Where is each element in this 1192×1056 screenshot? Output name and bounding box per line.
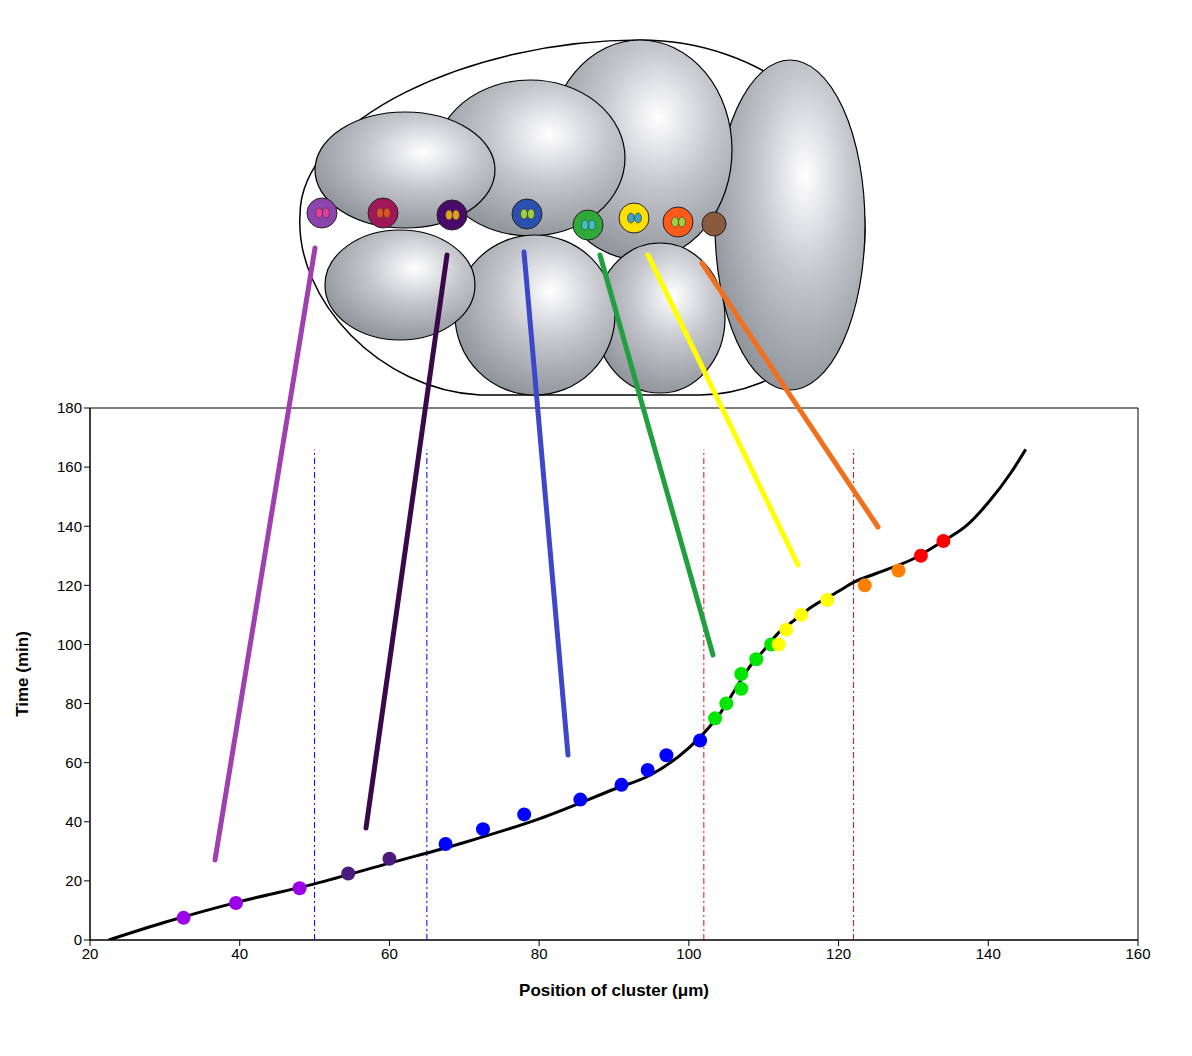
svg-text:60: 60 <box>381 945 398 962</box>
svg-text:40: 40 <box>65 813 82 830</box>
svg-text:Position of cluster (μm): Position of cluster (μm) <box>519 981 709 1000</box>
svg-text:0: 0 <box>74 931 82 948</box>
svg-text:20: 20 <box>65 872 82 889</box>
svg-text:160: 160 <box>57 458 82 475</box>
svg-text:180: 180 <box>57 399 82 416</box>
svg-text:80: 80 <box>531 945 548 962</box>
svg-text:20: 20 <box>82 945 99 962</box>
svg-text:Time (min): Time (min) <box>13 631 32 717</box>
svg-text:40: 40 <box>231 945 248 962</box>
svg-text:140: 140 <box>57 518 82 535</box>
svg-text:60: 60 <box>65 754 82 771</box>
svg-text:100: 100 <box>676 945 701 962</box>
svg-text:120: 120 <box>57 577 82 594</box>
svg-text:120: 120 <box>826 945 851 962</box>
svg-text:100: 100 <box>57 636 82 653</box>
svg-text:80: 80 <box>65 695 82 712</box>
svg-text:160: 160 <box>1125 945 1150 962</box>
svg-text:140: 140 <box>976 945 1001 962</box>
